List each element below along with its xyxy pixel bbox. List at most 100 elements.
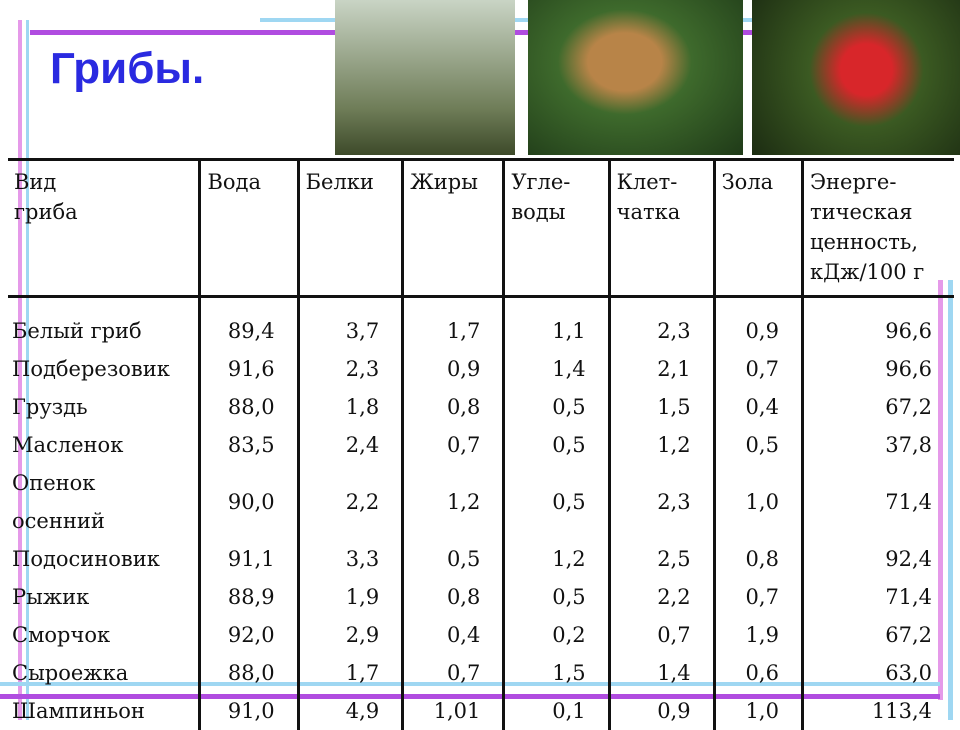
- cell-value: 0,4: [714, 388, 802, 426]
- cell-value: 0,7: [609, 616, 714, 654]
- cell-value: 71,4: [802, 464, 954, 540]
- cell-value: 91,0: [200, 692, 298, 730]
- column-header: Угле-воды: [504, 160, 609, 297]
- cell-value: 1,2: [403, 464, 504, 540]
- cell-value: 96,6: [802, 350, 954, 388]
- cell-value: 88,0: [200, 654, 298, 692]
- cell-value: 0,9: [609, 692, 714, 730]
- column-header: Вода: [200, 160, 298, 297]
- cell-value: 2,5: [609, 540, 714, 578]
- cell-value: 113,4: [802, 692, 954, 730]
- cell-value: 2,2: [609, 578, 714, 616]
- cell-value: 1,5: [504, 654, 609, 692]
- mushroom-name: Белый гриб: [8, 297, 200, 351]
- mushroom-name: Подосиновик: [8, 540, 200, 578]
- cell-value: 4,9: [298, 692, 403, 730]
- cell-value: 0,5: [504, 426, 609, 464]
- cell-value: 0,5: [504, 464, 609, 540]
- cell-value: 1,1: [504, 297, 609, 351]
- cell-value: 0,8: [403, 388, 504, 426]
- mushroom-photo: [528, 0, 743, 155]
- mushroom-name: Шампиньон: [8, 692, 200, 730]
- cell-value: 0,7: [714, 578, 802, 616]
- column-header: Клет-чатка: [609, 160, 714, 297]
- cell-value: 2,1: [609, 350, 714, 388]
- cell-value: 1,7: [298, 654, 403, 692]
- cell-value: 1,8: [298, 388, 403, 426]
- cell-value: 1,4: [504, 350, 609, 388]
- cell-value: 0,6: [714, 654, 802, 692]
- cell-value: 1,2: [609, 426, 714, 464]
- column-header: Зола: [714, 160, 802, 297]
- cell-value: 88,0: [200, 388, 298, 426]
- cell-value: 0,9: [714, 297, 802, 351]
- cell-value: 88,9: [200, 578, 298, 616]
- header-line: воды: [511, 197, 603, 227]
- mushroom-name: Сморчок: [8, 616, 200, 654]
- mushroom-name: Рыжик: [8, 578, 200, 616]
- mushroom-name: Подберезовик: [8, 350, 200, 388]
- cell-value: 90,0: [200, 464, 298, 540]
- cell-value: 71,4: [802, 578, 954, 616]
- header-line: Вода: [207, 167, 292, 197]
- cell-value: 92,4: [802, 540, 954, 578]
- mushroom-photo: [752, 0, 960, 155]
- header-line: чатка: [617, 197, 709, 227]
- header-line: Белки: [306, 167, 398, 197]
- cell-value: 1,9: [714, 616, 802, 654]
- cell-value: 0,5: [403, 540, 504, 578]
- header-line: ценность,: [810, 227, 950, 257]
- cell-value: 2,3: [609, 464, 714, 540]
- cell-value: 1,0: [714, 692, 802, 730]
- cell-value: 2,9: [298, 616, 403, 654]
- column-header: Жиры: [403, 160, 504, 297]
- cell-value: 1,2: [504, 540, 609, 578]
- cell-value: 96,6: [802, 297, 954, 351]
- cell-value: 91,6: [200, 350, 298, 388]
- mushroom-name: Масленок: [8, 426, 200, 464]
- cell-value: 83,5: [200, 426, 298, 464]
- cell-value: 92,0: [200, 616, 298, 654]
- mushroom-photo: [335, 0, 515, 155]
- cell-value: 0,1: [504, 692, 609, 730]
- mushroom-name: Опенок осенний: [8, 464, 200, 540]
- cell-value: 1,01: [403, 692, 504, 730]
- cell-value: 0,2: [504, 616, 609, 654]
- cell-value: 2,4: [298, 426, 403, 464]
- cell-value: 1,5: [609, 388, 714, 426]
- cell-value: 63,0: [802, 654, 954, 692]
- cell-value: 1,7: [403, 297, 504, 351]
- cell-value: 0,5: [504, 578, 609, 616]
- cell-value: 0,8: [714, 540, 802, 578]
- cell-value: 0,7: [714, 350, 802, 388]
- cell-value: 1,9: [298, 578, 403, 616]
- header-line: тическая: [810, 197, 950, 227]
- cell-value: 2,2: [298, 464, 403, 540]
- cell-value: 67,2: [802, 616, 954, 654]
- cell-value: 89,4: [200, 297, 298, 351]
- header-line: Зола: [722, 167, 797, 197]
- cell-value: 2,3: [298, 350, 403, 388]
- cell-value: 0,8: [403, 578, 504, 616]
- header-line: Энерге-: [810, 167, 950, 197]
- header-line: Клет-: [617, 167, 709, 197]
- header-line: кДж/100 г: [810, 257, 950, 287]
- cell-value: 1,4: [609, 654, 714, 692]
- title: Грибы.: [50, 44, 204, 94]
- cell-value: 91,1: [200, 540, 298, 578]
